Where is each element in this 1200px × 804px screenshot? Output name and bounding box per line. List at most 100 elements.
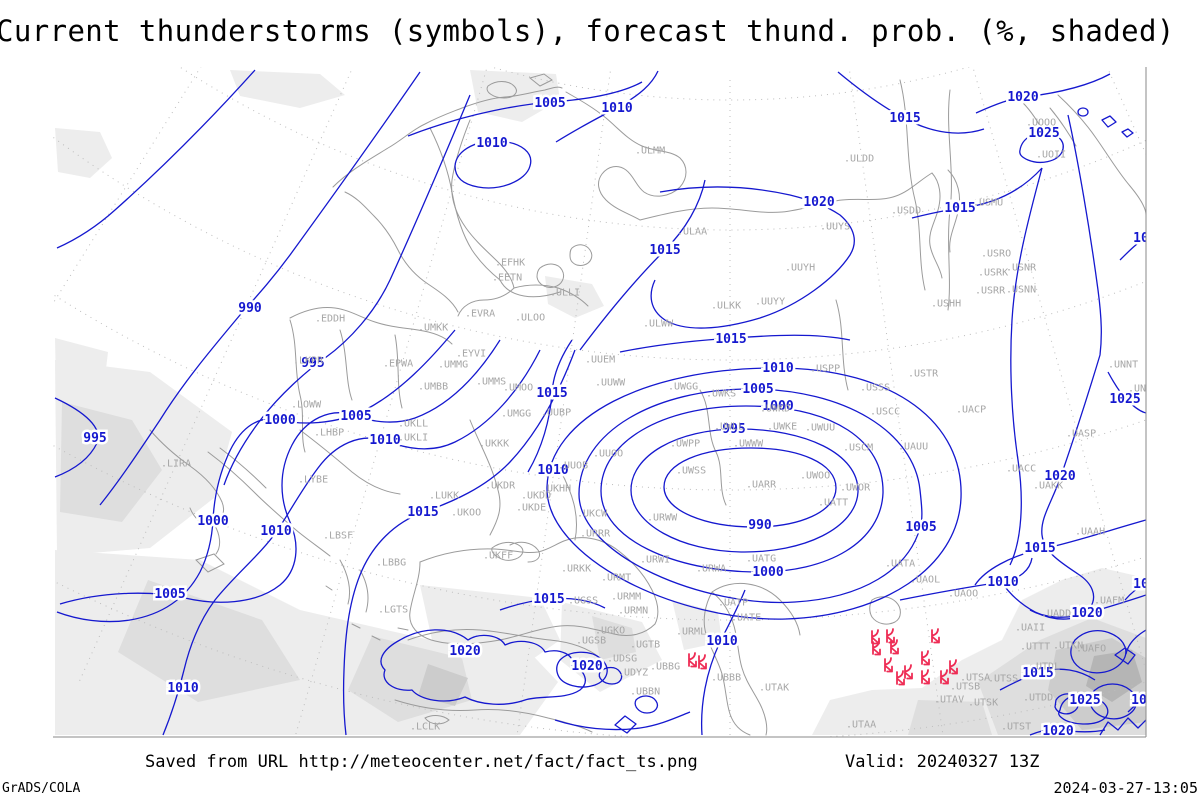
svg-text:.EDDH: .EDDH: [315, 314, 345, 325]
svg-text:1025: 1025: [1109, 392, 1140, 407]
svg-text:1015: 1015: [715, 332, 746, 347]
svg-text:.UTAA: .UTAA: [846, 720, 876, 731]
svg-text:1020: 1020: [449, 644, 480, 659]
svg-text:.URWI: .URWI: [640, 555, 670, 566]
svg-text:.UWKD: .UWKD: [760, 404, 790, 415]
svg-text:.USPP: .USPP: [810, 364, 840, 375]
svg-text:.URMM: .URMM: [611, 592, 641, 603]
svg-text:.URWA: .URWA: [696, 564, 726, 575]
svg-text:.URKK: .URKK: [561, 564, 591, 575]
svg-text:.ULOO: .ULOO: [515, 313, 545, 324]
svg-text:.LHBP: .LHBP: [314, 428, 344, 439]
svg-text:.UNBB: .UNBB: [1128, 384, 1158, 395]
svg-text:1015: 1015: [533, 592, 564, 607]
svg-text:.UKDD: .UKDD: [521, 491, 551, 502]
svg-text:.ULWW: .ULWW: [643, 319, 674, 330]
svg-text:.LIRA: .LIRA: [161, 459, 191, 470]
svg-text:.UKHH: .UKHH: [541, 484, 571, 495]
svg-text:995: 995: [301, 356, 324, 371]
svg-text:.ULLI: .ULLI: [550, 288, 580, 299]
svg-text:995: 995: [722, 422, 745, 437]
svg-text:.URMN: .URMN: [618, 606, 648, 617]
svg-text:.UMGG: .UMGG: [501, 409, 531, 420]
svg-text:1005: 1005: [534, 96, 565, 111]
svg-text:1010: 1010: [601, 101, 632, 116]
svg-text:.UWWW: .UWWW: [733, 439, 764, 450]
svg-text:.UATE: .UATE: [731, 613, 761, 624]
svg-text:.UMKK: .UMKK: [418, 323, 448, 334]
footer-timestamp: 2024-03-27-13:05: [1053, 779, 1199, 797]
svg-text:.UUEM: .UUEM: [585, 355, 615, 366]
svg-text:.USCM: .USCM: [843, 443, 873, 454]
svg-text:1010: 1010: [369, 433, 400, 448]
svg-text:.UDYZ: .UDYZ: [618, 668, 648, 679]
svg-text:1020: 1020: [1007, 90, 1038, 105]
svg-text:.UGTB: .UGTB: [630, 640, 660, 651]
svg-text:.URRR: .URRR: [580, 529, 611, 540]
svg-text:.UTAK: .UTAK: [759, 683, 789, 694]
svg-text:.LCLK: .LCLK: [410, 722, 440, 733]
svg-text:.USDD: .USDD: [891, 206, 921, 217]
svg-text:.UTTT: .UTTT: [1020, 642, 1050, 653]
svg-text:.UOII: .UOII: [1036, 150, 1066, 161]
svg-text:.LBSF: .LBSF: [323, 531, 353, 542]
svg-text:.UTDL: .UTDL: [1030, 662, 1060, 673]
map-frame: [53, 67, 1147, 738]
svg-text:.LUKK: .LUKK: [429, 491, 459, 502]
svg-text:.UKDE: .UKDE: [516, 503, 546, 514]
svg-text:.UBBG: .UBBG: [650, 662, 680, 673]
svg-text:.USRR: .USRR: [975, 286, 1006, 297]
svg-text:.UGKO: .UGKO: [595, 626, 625, 637]
svg-text:1000: 1000: [197, 514, 228, 529]
svg-text:.UMMS: .UMMS: [476, 377, 506, 388]
svg-text:1010: 1010: [260, 524, 291, 539]
svg-text:.UWKE: .UWKE: [767, 422, 797, 433]
svg-text:.LYBE: .LYBE: [298, 475, 328, 486]
svg-text:1020: 1020: [571, 659, 602, 674]
svg-text:.UWUU: .UWUU: [805, 423, 835, 434]
svg-text:.ULMM: .ULMM: [635, 146, 665, 157]
svg-text:.UAFO: .UAFO: [1076, 644, 1106, 655]
svg-text:1025: 1025: [1069, 693, 1100, 708]
svg-text:.USSS: .USSS: [860, 383, 890, 394]
svg-text:1010: 1010: [987, 575, 1018, 590]
svg-text:.USTR: .USTR: [908, 369, 939, 380]
svg-text:.UUWW: .UUWW: [595, 378, 626, 389]
svg-text:1005: 1005: [905, 520, 936, 535]
svg-text:.UKDR: .UKDR: [485, 481, 516, 492]
svg-text:.UKLL: .UKLL: [398, 419, 428, 430]
svg-text:.USRK: .USRK: [978, 268, 1008, 279]
svg-text:1015: 1015: [889, 111, 920, 126]
svg-text:1015: 1015: [1022, 666, 1053, 681]
svg-text:.UKCW: .UKCW: [577, 509, 608, 520]
svg-text:.UMBB: .UMBB: [418, 382, 448, 393]
svg-text:.UTSB: .UTSB: [950, 682, 980, 693]
svg-text:.EETN: .EETN: [492, 273, 522, 284]
svg-text:.ULAA: .ULAA: [677, 227, 707, 238]
svg-text:.UUYH: .UUYH: [785, 263, 815, 274]
svg-text:.UAFM: .UAFM: [1094, 596, 1124, 607]
svg-text:10: 10: [1133, 577, 1149, 592]
svg-text:1010: 1010: [762, 361, 793, 376]
svg-text:1010: 1010: [167, 681, 198, 696]
svg-text:1025: 1025: [1028, 126, 1059, 141]
svg-text:1000: 1000: [264, 413, 295, 428]
svg-text:1010: 1010: [476, 136, 507, 151]
svg-text:1015: 1015: [1024, 541, 1055, 556]
svg-text:.UATP: .UATP: [718, 598, 748, 609]
thunderstorm-symbol-layer: [688, 628, 958, 686]
svg-text:.LOWW: .LOWW: [291, 400, 322, 411]
svg-text:1015: 1015: [944, 201, 975, 216]
svg-text:.UTSS: .UTSS: [988, 674, 1018, 685]
svg-text:1020: 1020: [803, 195, 834, 210]
svg-text:1015: 1015: [536, 386, 567, 401]
svg-text:.UBBN: .UBBN: [630, 687, 660, 698]
footer-saved-url: Saved from URL http://meteocenter.net/fa…: [145, 752, 698, 772]
svg-text:.UKKK: .UKKK: [479, 439, 509, 450]
footer-valid-time: Valid: 20240327 13Z: [845, 752, 1040, 772]
svg-text:.UWKS: .UWKS: [706, 389, 736, 400]
svg-text:1000: 1000: [752, 565, 783, 580]
